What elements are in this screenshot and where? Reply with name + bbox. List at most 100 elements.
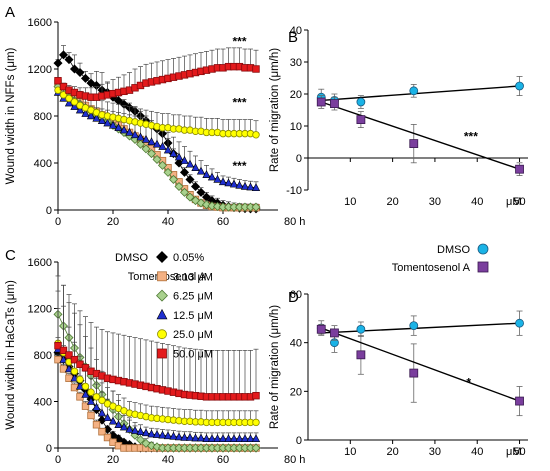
data-point [75,381,85,390]
series-1 [316,76,524,109]
data-point [251,434,261,442]
data-point [64,98,74,107]
data-point [119,125,129,134]
data-point [409,86,419,96]
data-point [64,55,74,65]
data-point [251,443,261,453]
data-point [125,127,134,136]
significance-annotation: *** [232,159,246,173]
x-tick-label: 20 [107,216,119,228]
data-point [141,438,151,448]
data-point [130,425,140,434]
panel-label-d: D [288,289,299,306]
data-point [70,355,79,364]
series-1 [316,310,524,353]
data-point [58,50,69,60]
y-tick-label: 1600 [28,257,52,269]
legend-c: DMSO Tomentosenol A 0.05% 3.13 μM 6.25 μM 1… [115,251,213,361]
data-point [191,433,200,442]
data-point [224,434,233,442]
data-point [252,391,260,400]
data-point [114,420,123,429]
data-point [174,181,184,192]
data-point [152,430,162,438]
significance-annotation: * [466,375,471,389]
data-point [213,174,222,183]
data-point [356,115,366,124]
x-tick-label: 20 [107,454,119,466]
data-point [103,433,112,442]
data-point [103,413,112,422]
data-point [356,324,366,334]
x-tick-label: 40 [471,446,483,458]
y-axis-label: Wound width in HaCaTs (μm) [5,280,17,430]
y-axis-label: Rate of migration (μm/h) [269,48,281,172]
y-tick-label: 0 [296,153,302,165]
x-unit-label: 80 h [284,216,305,228]
y-tick-label: 0 [46,443,52,455]
data-point [98,396,106,405]
data-point [251,202,261,212]
y-axis-label: Wound width in NFFs (μm) [5,47,17,184]
data-point [141,144,151,154]
y-tick-label: 20 [290,89,302,101]
data-point [163,145,173,154]
data-point [81,402,90,410]
data-point [185,174,195,184]
x-tick-label: 20 [386,196,398,208]
data-point [240,181,250,190]
data-point [158,141,167,150]
legend-c-group-dmso: DMSO [115,252,148,264]
data-point [163,431,173,440]
data-point [157,160,168,170]
data-point [163,167,173,177]
legend-c-label: 3.13 μM [173,271,213,283]
data-point [141,134,151,143]
data-point [147,137,156,146]
legend-bd: DMSO Tomentosenol A [392,243,489,274]
data-point [146,441,157,451]
data-point [409,139,419,149]
significance-annotation: *** [464,129,478,143]
y-tick-label: 40 [290,25,302,37]
data-point [252,131,260,139]
data-point [141,428,151,437]
data-point [76,375,84,384]
data-point [252,418,260,427]
fit-line [321,85,520,102]
data-point [125,424,134,433]
x-tick-label: 0 [55,454,61,466]
data-point [185,432,195,441]
data-point [130,130,140,139]
data-point [59,91,68,99]
data-point [207,172,217,181]
x-tick-label: 40 [162,454,174,466]
data-point [213,434,222,442]
data-point [224,178,233,187]
legend-c-marker [156,289,168,302]
data-point [75,67,85,78]
y-tick-label: 800 [34,350,52,362]
data-point [316,324,326,334]
legend-dmso-label: DMSO [437,244,470,256]
data-point [191,163,200,171]
y-tick-label: 1200 [28,64,52,76]
y-tick-label: 0 [296,435,302,447]
y-tick-label: 20 [290,386,302,398]
data-point [108,416,118,425]
fit-line [321,101,520,170]
data-point [202,170,211,179]
x-tick-label: 0 [55,216,61,228]
significance-annotation: *** [232,96,246,110]
data-point [59,346,68,355]
data-point [53,58,63,68]
legend-tomentosenol-marker [477,261,489,273]
data-point [70,383,79,392]
data-point [515,396,524,406]
y-tick-label: 1200 [28,304,52,316]
data-point [185,159,195,168]
y-tick-label: 400 [34,397,52,409]
